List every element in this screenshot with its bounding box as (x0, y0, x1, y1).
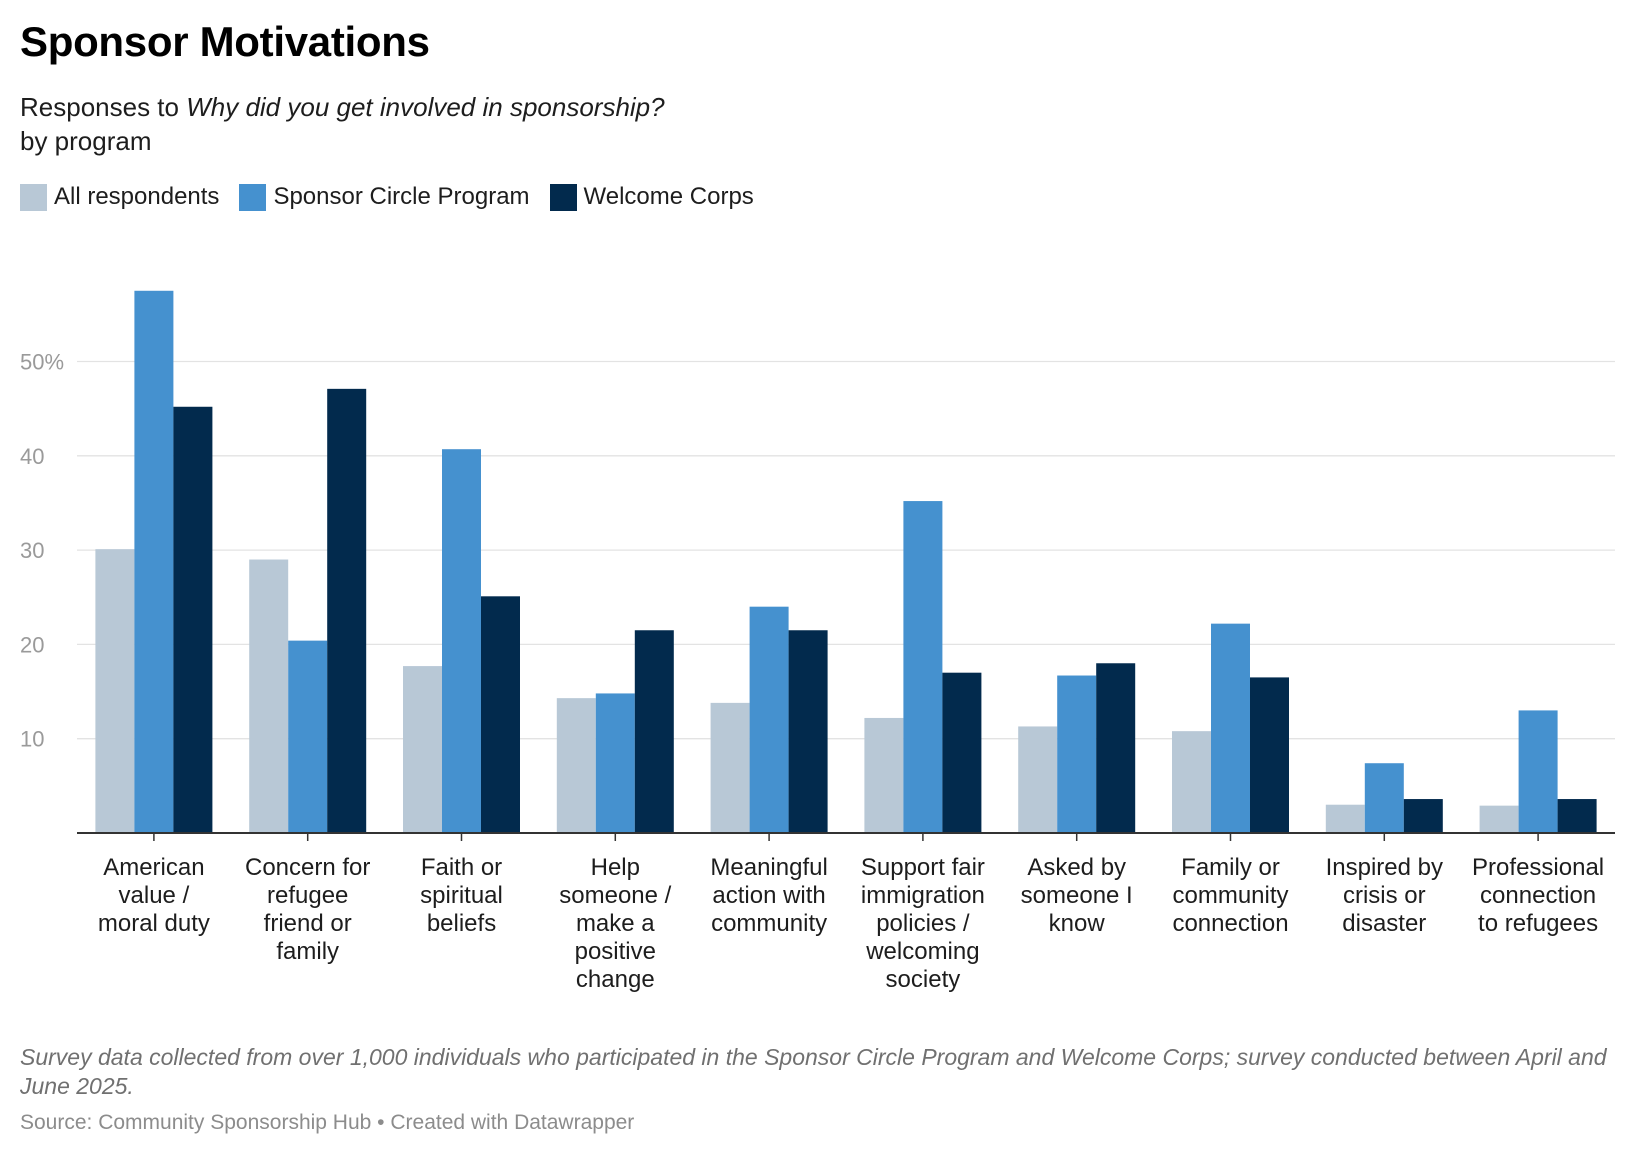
legend: All respondents Sponsor Circle Program W… (20, 183, 774, 211)
y-tick-label-30: 30 (20, 538, 44, 563)
x-tick-label-line: disaster (1342, 910, 1426, 937)
x-tick-label-line: crisis or (1343, 882, 1426, 909)
bar-sponsor-circle-program-2 (442, 449, 481, 833)
x-tick-label-line: beliefs (427, 910, 496, 937)
bar-all-respondents-5 (864, 717, 904, 833)
x-tick-label-line: make a (576, 910, 655, 937)
x-tick-label-line: Meaningful (710, 854, 827, 881)
bar-sponsor-circle-program-3 (595, 693, 635, 833)
bar-sponsor-circle-program-8 (1364, 763, 1404, 833)
x-tick-label-line: someone / (559, 882, 671, 909)
x-tick-label-line: Faith or (421, 854, 502, 881)
x-tick-label-line: community (711, 910, 827, 937)
x-tick-label-line: connection (1172, 910, 1288, 937)
x-tick-label-line: Asked by (1027, 854, 1126, 881)
bar-welcome-corps-1 (327, 388, 367, 833)
x-tick-label-line: American (103, 854, 204, 881)
legend-item-all-respondents: All respondents (20, 183, 219, 211)
bar-all-respondents-7 (1172, 731, 1211, 833)
y-tick-label-20: 20 (20, 632, 44, 657)
x-tick-label-line: society (886, 966, 961, 993)
x-tick-label-line: immigration (861, 882, 985, 909)
bar-welcome-corps-9 (1557, 799, 1597, 833)
chart-subtitle: Responses to Why did you get involved in… (20, 90, 665, 158)
bar-sponsor-circle-program-0 (134, 290, 174, 833)
subtitle-question: Why did you get involved in sponsorship? (186, 92, 665, 122)
bar-welcome-corps-8 (1403, 799, 1443, 833)
bar-all-respondents-8 (1325, 804, 1365, 833)
bar-welcome-corps-3 (634, 630, 674, 833)
bar-welcome-corps-7 (1250, 677, 1289, 833)
x-tick-label-4: Meaningful action with community (710, 854, 827, 937)
y-tick-label-40: 40 (20, 444, 44, 469)
x-tick-label-line: moral duty (98, 910, 210, 937)
legend-swatch-welcome-corps (549, 183, 577, 211)
subtitle-suffix: by program (20, 126, 152, 156)
x-tick-label-line: value / (119, 882, 190, 909)
bar-sponsor-circle-program-5 (903, 501, 943, 833)
bar-welcome-corps-4 (788, 630, 828, 833)
x-tick-label-line: know (1049, 910, 1106, 937)
x-tick-label-line: positive (575, 938, 656, 965)
x-tick-label-line: Inspired by (1326, 854, 1443, 881)
bar-sponsor-circle-program-6 (1057, 675, 1097, 833)
chart-title: Sponsor Motivations (20, 18, 430, 65)
x-tick-label-line: change (576, 966, 655, 993)
bar-all-respondents-4 (710, 702, 750, 833)
bar-all-respondents-1 (249, 559, 289, 833)
legend-label-all-respondents: All respondents (54, 183, 220, 210)
x-tick-label-line: someone I (1021, 882, 1133, 909)
x-tick-label-line: Help (591, 854, 640, 881)
x-tick-label-line: refugee (267, 882, 348, 909)
x-tick-label-7: Family or community connection (1172, 854, 1288, 937)
x-tick-label-line: friend or (264, 910, 352, 937)
legend-label-welcome-corps: Welcome Corps (583, 183, 754, 210)
legend-swatch-all-respondents (20, 183, 47, 211)
bar-welcome-corps-2 (481, 596, 520, 833)
x-tick-label-line: policies / (876, 910, 970, 937)
x-tick-label-1: Concern for refugee friend or family (245, 854, 370, 965)
bar-chart: 10 20 30 40 50% American value / moral duty Conc… (20, 290, 1615, 993)
legend-item-welcome-corps: Welcome Corps (549, 183, 754, 211)
chart-notes: Survey data collected from over 1,000 in… (20, 1044, 1607, 1099)
chart-source: Source: Community Sponsorship Hub • Crea… (20, 1111, 635, 1134)
bar-sponsor-circle-program-7 (1211, 623, 1250, 833)
x-tick-label-line: family (276, 938, 339, 965)
x-tick-label-line: to refugees (1478, 910, 1598, 937)
legend-label-sponsor-circle: Sponsor Circle Program (273, 183, 530, 210)
bar-welcome-corps-5 (942, 672, 982, 833)
x-tick-label-line: connection (1480, 882, 1596, 909)
y-tick-label-10: 10 (20, 727, 44, 752)
x-tick-label-line: welcoming (865, 938, 979, 965)
x-tick-label-8: Inspired by crisis or disaster (1326, 854, 1443, 937)
legend-item-sponsor-circle: Sponsor Circle Program (239, 183, 530, 211)
x-tick-label-0: American value / moral duty (98, 854, 210, 937)
legend-swatch-sponsor-circle (239, 183, 267, 211)
x-tick-label-9: Professional connection to refugees (1472, 854, 1604, 937)
x-tick-label-5: Support fair immigration policies / welcomi… (861, 854, 985, 993)
x-tick-label-2: Faith or spiritual beliefs (420, 854, 503, 937)
x-tick-label-line: Support fair (861, 854, 985, 881)
x-tick-label-3: Help someone / make a positive change (559, 854, 671, 993)
bar-sponsor-circle-program-4 (749, 606, 789, 833)
bar-all-respondents-6 (1018, 726, 1058, 833)
bar-welcome-corps-0 (173, 406, 213, 833)
bar-all-respondents-0 (95, 549, 135, 833)
x-tick-label-line: spiritual (420, 882, 503, 909)
x-tick-label-line: community (1172, 882, 1288, 909)
bar-all-respondents-2 (403, 666, 442, 833)
x-tick-label-line: Family or (1181, 854, 1280, 881)
bar-sponsor-circle-program-1 (288, 640, 328, 833)
subtitle-prefix: Responses to (20, 92, 187, 122)
y-tick-label-50: 50% (20, 350, 64, 375)
x-tick-label-line: Concern for (245, 854, 370, 881)
bar-welcome-corps-6 (1096, 663, 1136, 833)
bar-all-respondents-3 (556, 698, 596, 833)
bar-all-respondents-9 (1479, 805, 1519, 833)
x-tick-label-line: action with (712, 882, 825, 909)
bar-sponsor-circle-program-9 (1518, 710, 1558, 833)
x-tick-label-line: Professional (1472, 854, 1604, 881)
